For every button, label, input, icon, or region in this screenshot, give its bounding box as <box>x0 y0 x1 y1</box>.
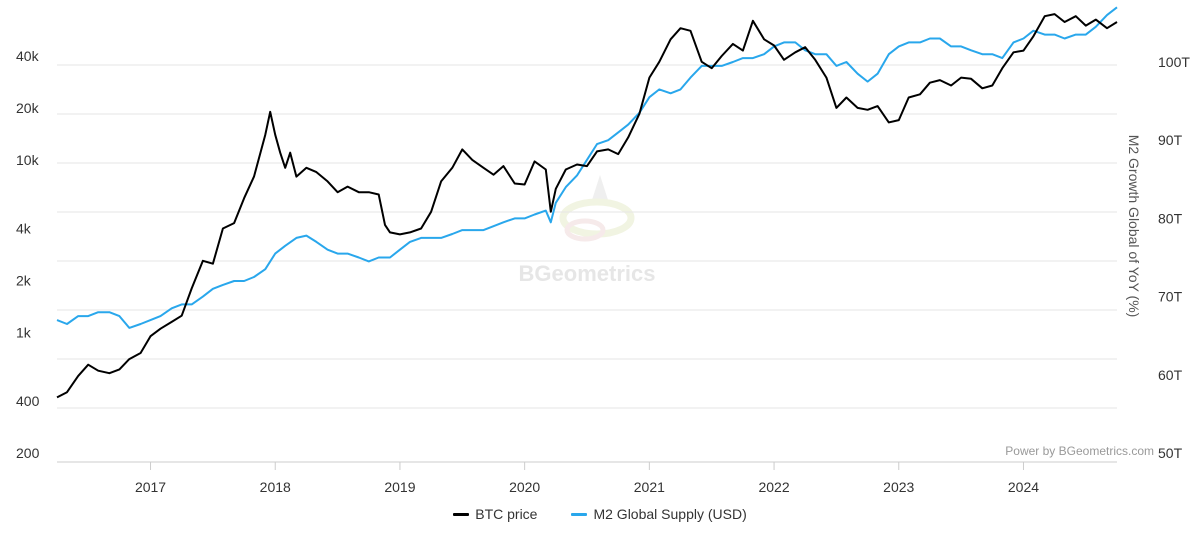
left-axis-ticks: 200 400 1k 2k 4k 10k 20k 40k <box>16 48 40 461</box>
legend-item-btc-price[interactable]: BTC price <box>453 506 537 522</box>
watermark-logo-arc-inner <box>564 218 606 242</box>
credit-text: Power by BGeometrics.com <box>1005 444 1154 458</box>
legend-swatch-m2-global-supply <box>571 512 588 516</box>
series-line-btc-price <box>56 13 1118 399</box>
x-tick-label-2021: 2021 <box>634 479 665 495</box>
left-tick-label-20k: 20k <box>16 100 40 116</box>
right-tick-label-90T: 90T <box>1158 132 1183 148</box>
right-tick-label-70T: 70T <box>1158 289 1183 305</box>
watermark-logo-shape <box>592 175 608 200</box>
grid-lines <box>57 64 1117 409</box>
legend-item-m2-global-supply[interactable]: M2 Global Supply (USD) <box>571 506 747 522</box>
legend-label-m2-global-supply: M2 Global Supply (USD) <box>593 506 747 522</box>
right-tick-label-80T: 80T <box>1158 210 1183 226</box>
left-tick-label-400: 400 <box>16 393 40 409</box>
right-tick-label-50T: 50T <box>1158 445 1183 461</box>
x-tick-label-2022: 2022 <box>758 479 789 495</box>
watermark-text: BGeometrics <box>519 261 656 286</box>
x-tick-label-2020: 2020 <box>509 479 540 495</box>
left-tick-label-10k: 10k <box>16 152 40 168</box>
left-tick-label-2k: 2k <box>16 272 32 288</box>
legend-swatch-btc-price <box>453 512 470 516</box>
right-tick-label-100T: 100T <box>1158 54 1190 70</box>
watermark-logo-arc <box>559 198 635 238</box>
x-axis-ticks: 2017 2018 2019 2020 2021 2022 2023 2024 <box>135 462 1039 495</box>
series-line-m2-global-supply-usd <box>56 6 1118 329</box>
x-tick-label-2017: 2017 <box>135 479 166 495</box>
left-tick-label-1k: 1k <box>16 324 32 340</box>
x-tick-label-2024: 2024 <box>1008 479 1039 495</box>
right-axis-ticks: 50T 60T 70T 80T 90T 100T <box>1158 54 1190 461</box>
legend-label-btc-price: BTC price <box>475 506 538 522</box>
right-axis-title: M2 Growth Global of YoY (%) <box>1126 135 1142 318</box>
watermark-logo: BGeometrics <box>519 175 656 286</box>
x-tick-label-2023: 2023 <box>883 479 914 495</box>
left-tick-label-40k: 40k <box>16 48 40 64</box>
right-tick-label-60T: 60T <box>1158 367 1183 383</box>
x-tick-label-2018: 2018 <box>260 479 291 495</box>
left-tick-label-200: 200 <box>16 445 40 461</box>
x-tick-label-2019: 2019 <box>384 479 415 495</box>
left-tick-label-4k: 4k <box>16 221 32 237</box>
legend: BTC price M2 Global Supply (USD) <box>0 506 1200 522</box>
series-layer <box>56 6 1118 399</box>
